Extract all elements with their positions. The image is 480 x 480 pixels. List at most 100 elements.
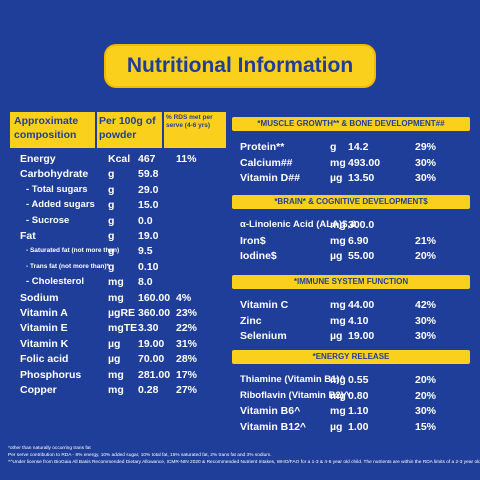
column-divider <box>162 112 164 148</box>
amount: 70.00 <box>138 353 165 366</box>
unit: g <box>108 199 115 212</box>
unit: µg <box>330 420 343 433</box>
unit: mg <box>330 405 346 418</box>
unit: g <box>108 230 115 242</box>
section-heading: *BRAIN* & COGNITIVE DEVELOPMENT$ <box>232 195 470 209</box>
amount: 0.0 <box>138 214 153 227</box>
unit: mg <box>108 368 124 381</box>
rds-percent: 30% <box>415 172 437 185</box>
nutrient-name: Thiamine (Vitamin B1)^ <box>240 374 346 385</box>
rds-percent: 15% <box>415 420 437 433</box>
amount: 300.0 <box>348 219 375 231</box>
unit: µg <box>330 330 343 343</box>
header-bar <box>10 112 226 148</box>
unit: µgRE <box>108 307 136 319</box>
footnote: Per serve contribution to RDA - 8% energ… <box>8 453 272 458</box>
amount: 55.00 <box>348 250 375 263</box>
rds-percent: 30% <box>415 156 437 169</box>
unit: g <box>108 214 115 227</box>
amount: 493.00 <box>348 156 381 169</box>
column-header: Approximate composition <box>14 115 79 141</box>
rds-percent: 42% <box>415 299 437 311</box>
unit: g <box>108 245 115 258</box>
nutrient-name: Folic acid <box>20 353 69 366</box>
nutrient-name: - Added sugars <box>26 199 95 211</box>
amount: 19.00 <box>138 337 165 350</box>
nutrient-name: Iron$ <box>240 234 266 247</box>
amount: 0.80 <box>348 389 369 402</box>
unit: mg <box>330 299 346 311</box>
nutrient-name: Protein** <box>240 141 285 153</box>
nutrient-name: - Sucrose <box>26 214 70 226</box>
unit: mg <box>330 374 346 386</box>
amount: 3.30 <box>138 322 159 335</box>
rds-percent: 11% <box>176 153 197 165</box>
unit: Kcal <box>108 153 131 165</box>
amount: 1.00 <box>348 420 369 433</box>
section-heading: *IMMUNE SYSTEM FUNCTION <box>232 275 470 289</box>
rds-percent: 29% <box>415 141 437 153</box>
unit: g <box>108 260 115 273</box>
unit: mg <box>330 314 346 327</box>
unit: µg <box>330 250 343 263</box>
unit: µg <box>330 172 343 185</box>
unit: mg <box>108 276 124 289</box>
column-header: Per 100g of powder <box>99 115 156 141</box>
rds-percent: 17% <box>176 368 198 381</box>
nutrient-name: - Total sugars <box>26 183 88 195</box>
amount: 4.10 <box>348 314 369 327</box>
amount: 8.0 <box>138 276 153 289</box>
nutrient-name: Vitamin C <box>240 299 289 311</box>
section-heading: *MUSCLE GROWTH** & BONE DEVELOPMENT## <box>232 117 470 131</box>
footnote: *other than naturally occurring trans fa… <box>8 446 91 451</box>
nutrient-name: Energy <box>20 153 56 165</box>
title-banner <box>106 46 374 86</box>
amount: 9.5 <box>138 245 153 258</box>
amount: 1.10 <box>348 405 369 418</box>
nutrient-name: Phosphorus <box>20 368 82 381</box>
nutrient-name: - Cholesterol <box>26 276 85 288</box>
nutrient-name: Riboflavin (Vitamin B2)^ <box>240 389 350 401</box>
nutrient-name: α-Linolenic Acid (ALA)$,& <box>240 219 357 230</box>
amount: 6.90 <box>348 234 369 247</box>
unit: mg <box>330 234 346 247</box>
nutrient-name: Vitamin A <box>20 307 68 319</box>
amount: 44.00 <box>348 299 375 311</box>
amount: 0.10 <box>138 260 159 273</box>
amount: 281.00 <box>138 368 171 381</box>
amount: 19.00 <box>348 330 375 343</box>
amount: 59.8 <box>138 168 159 181</box>
nutrient-name: Copper <box>20 384 57 396</box>
amount: 0.28 <box>138 384 159 396</box>
footnote: ^^Under license from BioGaia All Basis R… <box>8 460 480 465</box>
amount: 0.55 <box>348 374 369 386</box>
unit: mg <box>108 384 124 396</box>
amount: 29.0 <box>138 183 159 196</box>
rds-percent: 28% <box>176 353 198 366</box>
rds-percent: 20% <box>415 389 437 402</box>
amount: 15.0 <box>138 199 159 212</box>
nutrient-name: Carbohydrate <box>20 168 89 181</box>
rds-percent: 20% <box>415 250 437 263</box>
title: Nutritional Information <box>126 54 354 77</box>
rds-percent: 31% <box>176 337 198 350</box>
nutrient-name: Vitamin B6^ <box>240 405 301 418</box>
rds-percent: 30% <box>415 314 437 327</box>
unit: mg <box>330 156 346 169</box>
unit: mg <box>330 389 346 402</box>
column-header: % RDS met per serve (4-6 yrs) <box>166 114 213 129</box>
amount: 160.00 <box>138 291 171 304</box>
nutrient-name: Vitamin B12^ <box>240 420 307 433</box>
nutrient-name: Vitamin E <box>20 322 68 335</box>
amount: 467 <box>138 153 156 165</box>
rds-percent: 30% <box>415 405 437 418</box>
unit: mg <box>108 291 124 304</box>
rds-percent: 22% <box>176 322 198 335</box>
unit: mgTE <box>108 322 138 335</box>
rds-percent: 4% <box>176 291 192 304</box>
column-divider <box>95 112 97 148</box>
unit: µg <box>108 353 121 366</box>
unit: g <box>330 141 337 153</box>
rds-percent: 27% <box>176 384 198 396</box>
